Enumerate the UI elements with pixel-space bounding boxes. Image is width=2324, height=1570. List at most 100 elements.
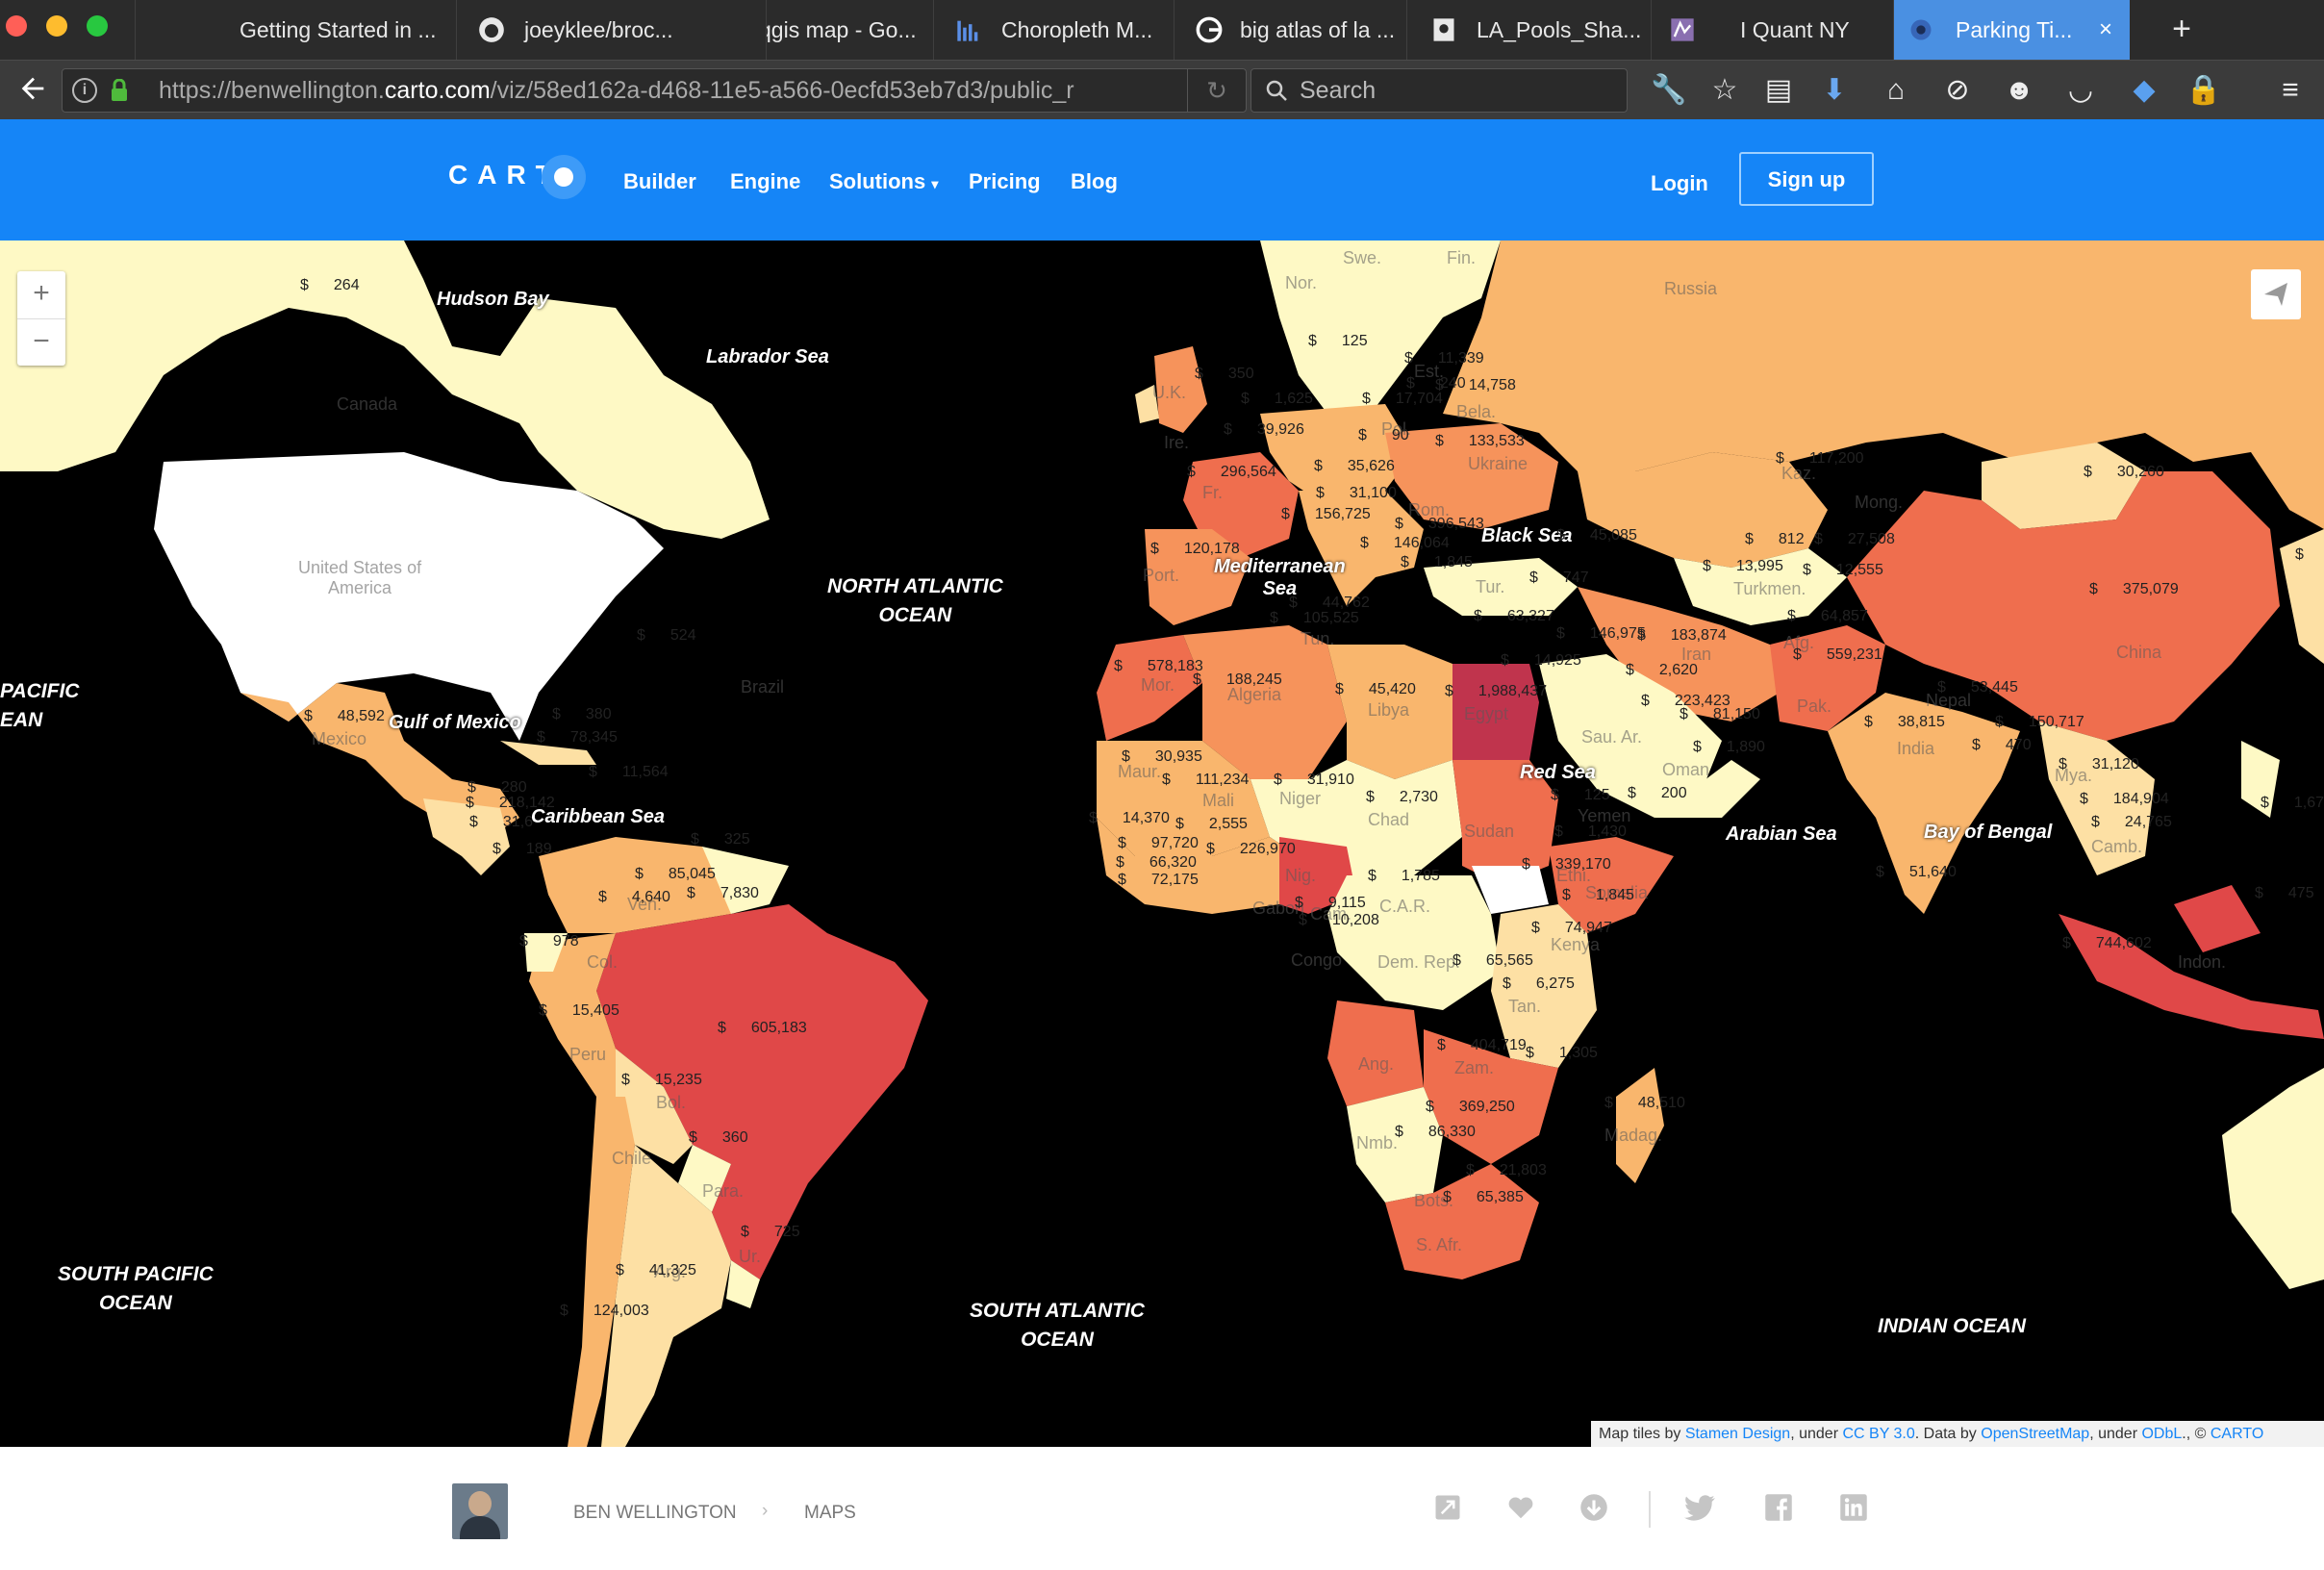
map-mongolia[interactable]	[1982, 443, 2145, 529]
url-text[interactable]: https://benwellington.carto.com/viz/58ed…	[159, 69, 1178, 112]
map-central-asia[interactable]	[1674, 548, 1847, 625]
browser-tab[interactable]: Choropleth M...	[933, 0, 1174, 60]
map-russia[interactable]	[1443, 241, 2324, 529]
nav-engine[interactable]: Engine	[730, 169, 801, 193]
info-icon[interactable]: i	[72, 78, 97, 103]
like-icon[interactable]	[1504, 1493, 1537, 1526]
map-madagascar[interactable]	[1616, 1068, 1664, 1183]
download-icon[interactable]	[1578, 1493, 1610, 1526]
emoji-icon[interactable]: ☻	[2004, 74, 2034, 106]
carto-logo[interactable]: CART	[448, 160, 562, 190]
browser-tab[interactable]: joeyklee/broc...	[456, 0, 766, 60]
browser-tab[interactable]: big atlas of la ...	[1174, 0, 1406, 60]
signup-button[interactable]: Sign up	[1739, 152, 1874, 206]
linkedin-icon[interactable]	[1837, 1493, 1870, 1526]
back-button[interactable]	[13, 72, 52, 111]
map-mexico[interactable]	[240, 683, 519, 837]
map-cuba[interactable]	[500, 741, 596, 765]
map-bolivia[interactable]	[616, 1049, 693, 1164]
menu-icon[interactable]: ≡	[2282, 74, 2299, 106]
attribution-link[interactable]: Stamen Design	[1684, 1426, 1791, 1442]
map-india[interactable]	[1828, 693, 2020, 914]
map-germany-poland[interactable]	[1260, 404, 1414, 500]
maps-link[interactable]: MAPS	[804, 1503, 856, 1523]
map-guianas[interactable]	[702, 847, 789, 914]
map-iran-middle-east[interactable]	[1578, 587, 1780, 722]
nav-blog[interactable]: Blog	[1071, 169, 1118, 193]
map-egypt[interactable]	[1452, 664, 1539, 760]
minimize-window-button[interactable]	[46, 15, 67, 37]
map-australia[interactable]	[2222, 1068, 2324, 1289]
download-icon[interactable]: ⬇	[1822, 74, 1847, 106]
map-ukraine[interactable]	[1385, 423, 1558, 529]
reading-list-icon[interactable]: ▤	[1764, 74, 1793, 106]
map-paraguay[interactable]	[678, 1145, 731, 1212]
map-kenya-tanzania[interactable]	[1491, 904, 1597, 1068]
url-bar[interactable]: i https://benwellington.carto.com/viz/58…	[62, 68, 1247, 113]
map-indonesia[interactable]	[2059, 914, 2324, 1039]
pocket-icon[interactable]: ◡	[2067, 74, 2094, 106]
search-bar[interactable]: Search	[1250, 68, 1628, 113]
tracking-icon[interactable]: ⊘	[1945, 74, 1970, 106]
map-uruguay[interactable]	[726, 1260, 760, 1308]
map-algeria[interactable]	[1183, 625, 1347, 779]
browser-tab[interactable]: Getting Started in ...	[135, 0, 456, 60]
attribution-link[interactable]: CARTO	[2210, 1426, 2264, 1442]
maximize-window-button[interactable]	[87, 15, 108, 37]
choropleth-map[interactable]: + − NORTH ATLANTIC OCEAN SOUTH ATLANTIC …	[0, 241, 2324, 1447]
map-borneo[interactable]	[2174, 885, 2261, 952]
map-argentina[interactable]	[601, 1145, 731, 1447]
map-saudi-arabia[interactable]	[1539, 654, 1722, 818]
map-south-africa[interactable]	[1385, 1164, 1539, 1279]
map-scandinavia[interactable]	[1260, 241, 1501, 433]
map-brazil[interactable]	[596, 904, 928, 1279]
map-japan-korea[interactable]	[2280, 529, 2324, 664]
map-central-america[interactable]	[423, 798, 510, 875]
map-libya[interactable]	[1327, 645, 1452, 779]
map-afghanistan-pakistan[interactable]	[1770, 625, 1885, 731]
facebook-icon[interactable]	[1762, 1493, 1795, 1526]
attribution-link[interactable]: OpenStreetMap	[1981, 1426, 2090, 1442]
close-window-button[interactable]	[6, 15, 27, 37]
zoom-in-button[interactable]: +	[17, 271, 65, 319]
map-mauritania-mali[interactable]	[1097, 741, 1270, 856]
browser-tab[interactable]: LA_Pools_Sha...	[1406, 0, 1651, 60]
map-uk[interactable]	[1154, 346, 1207, 433]
new-tab-button[interactable]: +	[2172, 11, 2191, 47]
twitter-icon[interactable]	[1683, 1493, 1716, 1526]
map-central-africa[interactable]	[1327, 875, 1501, 1010]
map-namibia-botswana[interactable]	[1347, 1087, 1443, 1203]
map-west-africa[interactable]	[1097, 818, 1299, 914]
home-icon[interactable]: ⌂	[1886, 74, 1906, 106]
reload-icon[interactable]: ↻	[1187, 69, 1246, 112]
map-chile[interactable]	[568, 1097, 635, 1447]
map-china[interactable]	[1847, 471, 2280, 741]
attribution-link[interactable]: ODbL	[2141, 1426, 2183, 1442]
map-philippines[interactable]	[2241, 741, 2280, 818]
author-link[interactable]: BEN WELLINGTON	[573, 1503, 737, 1523]
map-angola[interactable]	[1327, 1000, 1424, 1106]
extension-icon[interactable]: ◆	[2133, 74, 2156, 106]
map-ecuador[interactable]	[524, 933, 568, 972]
map-ethiopia-horn[interactable]	[1549, 837, 1674, 933]
wrench-icon[interactable]: 🔧	[1651, 74, 1687, 106]
fullscreen-icon[interactable]	[1431, 1493, 1464, 1526]
nav-solutions[interactable]: Solutions ▾	[829, 169, 938, 194]
map-usa[interactable]	[154, 452, 664, 741]
map-iberia[interactable]	[1145, 529, 1250, 625]
map-italy-balkans[interactable]	[1299, 491, 1424, 606]
close-tab-icon[interactable]: ×	[2098, 16, 2112, 42]
map-greenland[interactable]	[673, 241, 866, 308]
bookmark-star-icon[interactable]: ☆	[1711, 74, 1738, 106]
carto-logo-icon[interactable]	[542, 155, 586, 199]
map-ireland[interactable]	[1135, 385, 1159, 423]
map-colombia-venezuela[interactable]	[539, 837, 760, 933]
map-canada[interactable]	[0, 241, 770, 539]
map-canvas[interactable]	[0, 241, 2324, 1447]
browser-tab-active[interactable]: Parking Ti... ×	[1893, 0, 2130, 60]
map-sudan[interactable]	[1452, 760, 1558, 885]
share-button[interactable]	[2251, 269, 2301, 319]
lock-extension-icon[interactable]: 🔒	[2185, 74, 2222, 106]
map-kazakhstan[interactable]	[1578, 452, 1828, 568]
map-south-sudan[interactable]	[1472, 866, 1549, 914]
